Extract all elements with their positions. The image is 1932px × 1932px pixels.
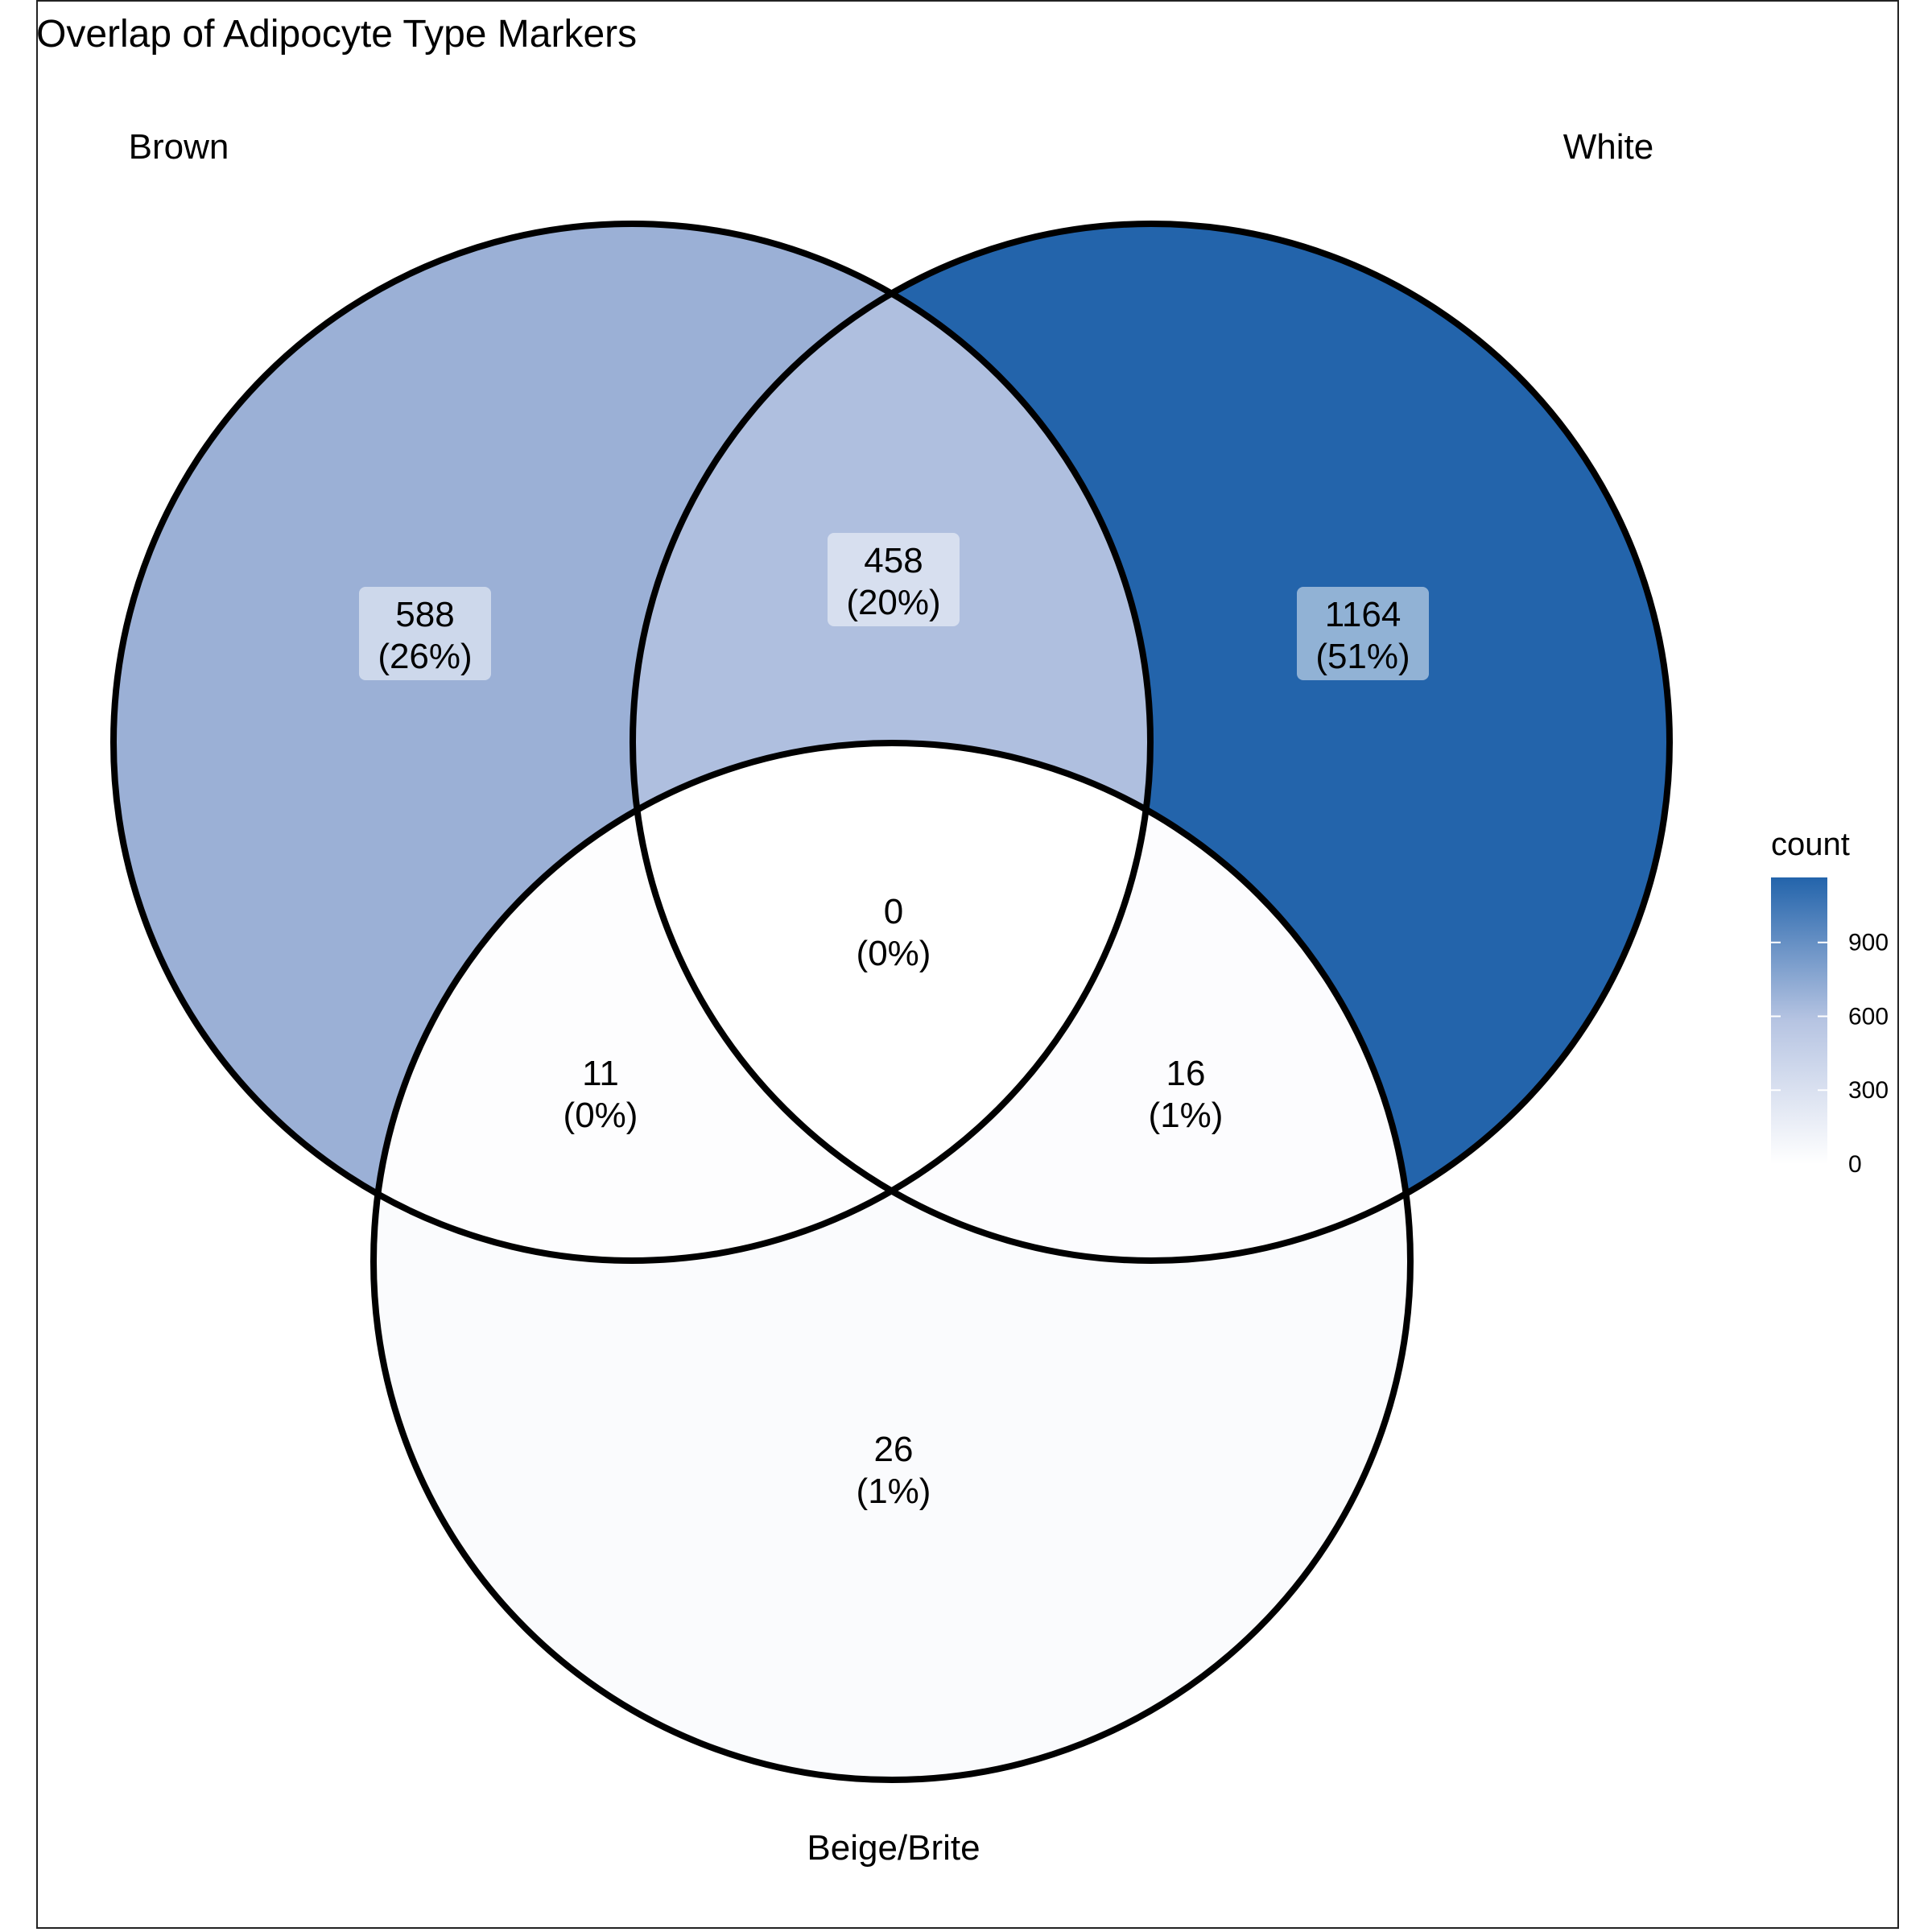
region-brown-beige	[374, 743, 1150, 1261]
legend-tick-label: 600	[1848, 1003, 1889, 1030]
region-label-white-beige: 16 (1%)	[1149, 1054, 1224, 1135]
set-outlines	[110, 221, 1673, 1783]
region-percent: (1%)	[1149, 1096, 1224, 1135]
label-box	[1297, 587, 1429, 680]
label-box	[359, 587, 491, 680]
region-label-white-only: 1164 (51%)	[1297, 587, 1429, 680]
region-percent: (20%)	[846, 583, 940, 622]
legend-tick-label: 300	[1848, 1077, 1889, 1104]
region-count: 26	[874, 1430, 914, 1469]
region-percent: (1%)	[857, 1472, 931, 1511]
color-legend: count 0 300 600 900	[1771, 827, 1889, 1178]
legend-tick-label: 900	[1848, 930, 1889, 956]
region-percent: (51%)	[1315, 637, 1410, 676]
set-label-brown: Brown	[129, 127, 229, 167]
chart-title: Overlap of Adipocyte Type Markers	[36, 13, 637, 56]
region-white-beige	[633, 743, 1410, 1261]
set-label-white: White	[1563, 127, 1653, 167]
region-label-brown-beige: 11 (0%)	[564, 1054, 638, 1135]
region-count: 588	[395, 595, 454, 634]
region-percent: (0%)	[564, 1096, 638, 1135]
legend-tick-300: 300	[1771, 1077, 1889, 1104]
legend-colorbar	[1771, 877, 1827, 1164]
region-label-beige-only: 26 (1%)	[857, 1430, 931, 1511]
region-label-all-three: 0 (0%)	[857, 892, 931, 973]
region-count: 11	[582, 1054, 619, 1093]
label-box	[828, 533, 960, 626]
region-fills	[114, 224, 1670, 1780]
white-circle-outline	[630, 221, 1673, 1264]
brown-circle-outline	[110, 221, 1154, 1264]
region-percent: (0%)	[857, 934, 931, 973]
region-label-brown-white: 458 (20%)	[828, 533, 960, 626]
region-percent: (26%)	[378, 637, 472, 676]
region-count: 1164	[1325, 595, 1402, 634]
region-count: 16	[1166, 1054, 1206, 1093]
legend-ticks: 0 300 600 900	[1771, 930, 1889, 1178]
legend-title: count	[1771, 827, 1850, 862]
legend-tick-label: 0	[1848, 1151, 1862, 1178]
beige-circle-outline	[370, 740, 1414, 1783]
set-label-beige: Beige/Brite	[807, 1828, 980, 1868]
legend-tick-900: 900	[1771, 930, 1889, 956]
region-count: 0	[884, 892, 903, 931]
region-label-brown-only: 588 (26%)	[359, 587, 491, 680]
region-count: 458	[864, 541, 923, 580]
legend-tick-600: 600	[1771, 1003, 1889, 1030]
legend-tick-0: 0	[1771, 1151, 1862, 1178]
